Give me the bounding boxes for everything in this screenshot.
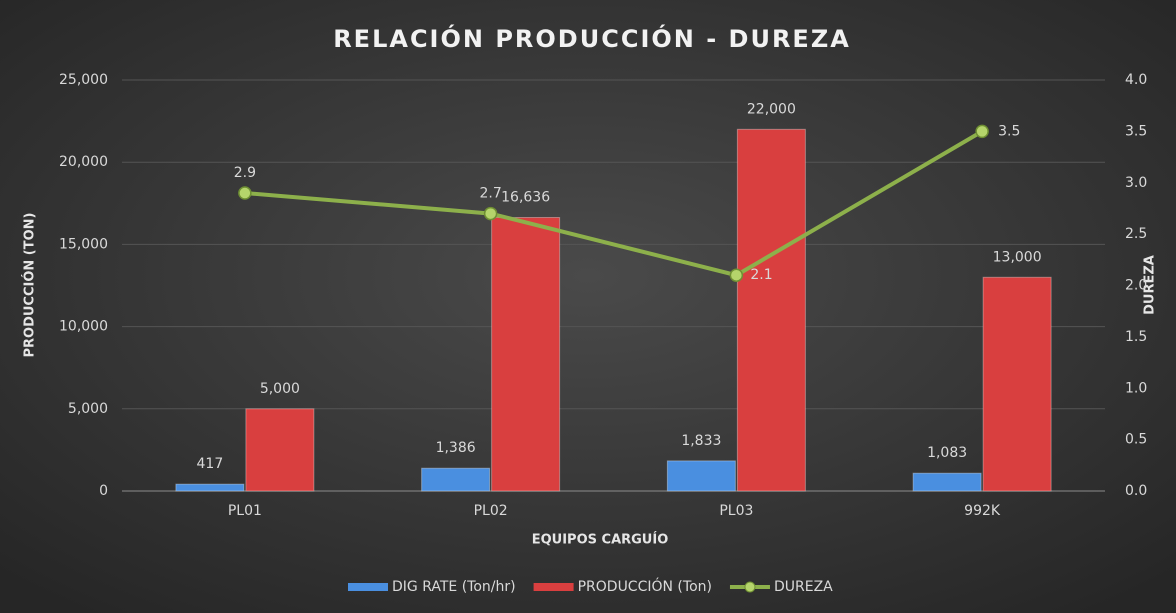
bar <box>491 217 561 492</box>
legend-swatch <box>348 583 388 591</box>
y2-tick-label: 1.0 <box>1125 380 1147 396</box>
bar <box>912 472 982 492</box>
chart-title: RELACIÓN PRODUCCIÓN - DUREZA <box>333 23 851 53</box>
data-label: 3.5 <box>998 123 1020 139</box>
x-tick-label: PL03 <box>719 503 753 519</box>
data-label: 1,386 <box>436 440 476 456</box>
x-tick-label: PL01 <box>228 503 262 519</box>
legend-label: PRODUCCIÓN (Ton) <box>578 577 712 595</box>
line-marker <box>729 268 744 282</box>
data-label: 2.1 <box>750 267 772 283</box>
y2-tick-label: 1.5 <box>1125 329 1147 345</box>
y2-tick-label: 4.0 <box>1125 72 1147 88</box>
y-tick-label: 20,000 <box>59 154 108 170</box>
y2-tick-label: 0.0 <box>1125 483 1147 499</box>
y-tick-label: 5,000 <box>68 401 108 417</box>
x-axis-title: EQUIPOS CARGUÍO <box>532 532 669 548</box>
legend-swatch <box>533 583 574 591</box>
y2-tick-label: 3.0 <box>1125 175 1147 191</box>
data-label: 2.7 <box>479 186 501 202</box>
y2-tick-label: 2.0 <box>1125 278 1147 294</box>
bar <box>666 460 736 492</box>
y-tick-label: 0 <box>99 483 108 499</box>
y2-axis-title: DUREZA <box>1143 255 1158 315</box>
y2-tick-label: 3.5 <box>1125 123 1147 139</box>
y-axis-title: PRODUCCIÓN (TON) <box>22 213 38 358</box>
data-label: 1,833 <box>681 433 721 449</box>
legend-swatch <box>744 581 756 593</box>
line-marker <box>238 186 252 200</box>
data-label: 22,000 <box>747 101 796 117</box>
bar <box>245 408 315 492</box>
line-marker <box>975 124 989 139</box>
y2-tick-label: 2.5 <box>1125 226 1147 242</box>
data-label: 16,636 <box>501 190 550 206</box>
x-tick-label: 992K <box>964 503 1001 519</box>
bar <box>736 128 806 492</box>
data-label: 2.9 <box>234 165 256 181</box>
legend-label: DUREZA <box>774 579 833 595</box>
line <box>244 129 984 278</box>
bar <box>982 276 1052 492</box>
bar <box>421 467 491 492</box>
legend-label: DIG RATE (Ton/hr) <box>392 579 516 595</box>
line-marker <box>483 206 498 221</box>
data-label: 1,083 <box>927 445 967 461</box>
y-tick-label: 15,000 <box>59 236 108 252</box>
data-label: 5,000 <box>260 381 300 397</box>
y-tick-label: 25,000 <box>59 72 108 88</box>
data-label: 13,000 <box>993 249 1042 265</box>
y-tick-label: 10,000 <box>59 319 108 335</box>
x-tick-label: PL02 <box>474 503 508 519</box>
y2-tick-label: 0.5 <box>1125 432 1147 448</box>
bar <box>175 483 245 492</box>
data-label: 417 <box>197 456 224 472</box>
